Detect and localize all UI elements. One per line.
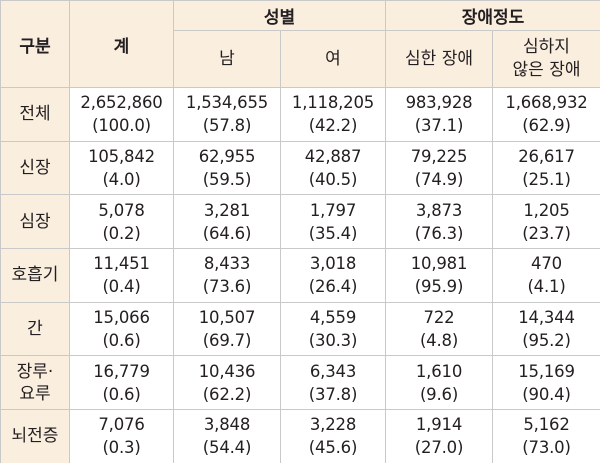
cell-severe: 1,610 (9.6): [385, 355, 493, 411]
row-label: 간: [0, 301, 70, 357]
cell-male: 10,507 (69.7): [173, 301, 281, 357]
table-header: 구분 계 성별 장애정도 남 여 심한 장애 심하지 않은 장애: [0, 0, 600, 88]
header-category: 구분: [0, 0, 70, 88]
cell-total: 7,076 (0.3): [69, 409, 174, 463]
cell-mild: 5,162 (73.0): [492, 409, 600, 463]
cell-mild: 15,169 (90.4): [492, 355, 600, 411]
header-total: 계: [69, 0, 174, 88]
table-row: 전체 2,652,860 (100.0) 1,534,655 (57.8) 1,11…: [0, 87, 600, 142]
header-gender: 성별: [173, 0, 386, 31]
cell-total: 5,078 (0.2): [69, 194, 174, 250]
cell-total: 15,066 (0.6): [69, 301, 174, 357]
cell-total: 16,779 (0.6): [69, 355, 174, 411]
header-mild: 심하지 않은 장애: [492, 30, 600, 88]
cell-severe: 79,225 (74.9): [385, 140, 493, 196]
header-female: 여: [280, 30, 386, 88]
header-severe: 심한 장애: [385, 30, 493, 88]
cell-severe: 983,928 (37.1): [385, 87, 493, 142]
row-label: 뇌전증: [0, 409, 70, 463]
table-row: 신장 105,842 (4.0) 62,955 (59.5) 42,887 (40.5…: [0, 140, 600, 196]
table-row: 호흡기 11,451 (0.4) 8,433 (73.6) 3,018 (26.4) …: [0, 248, 600, 303]
cell-male: 3,848 (54.4): [173, 409, 281, 463]
cell-severe: 722 (4.8): [385, 301, 493, 357]
cell-male: 10,436 (62.2): [173, 355, 281, 411]
cell-female: 6,343 (37.8): [280, 355, 386, 411]
cell-female: 1,118,205 (42.2): [280, 87, 386, 142]
cell-female: 3,228 (45.6): [280, 409, 386, 463]
cell-male: 62,955 (59.5): [173, 140, 281, 196]
cell-total: 105,842 (4.0): [69, 140, 174, 196]
cell-mild: 1,205 (23.7): [492, 194, 600, 250]
header-mild-line1: 심하지: [523, 37, 570, 57]
cell-female: 3,018 (26.4): [280, 248, 386, 303]
table-row: 간 15,066 (0.6) 10,507 (69.7) 4,559 (30.3) 7…: [0, 301, 600, 357]
cell-female: 42,887 (40.5): [280, 140, 386, 196]
cell-female: 1,797 (35.4): [280, 194, 386, 250]
row-label: 전체: [0, 87, 70, 142]
cell-male: 1,534,655 (57.8): [173, 87, 281, 142]
cell-severe: 10,981 (95.9): [385, 248, 493, 303]
cell-total: 11,451 (0.4): [69, 248, 174, 303]
row-label: 신장: [0, 140, 70, 196]
cell-severe: 3,873 (76.3): [385, 194, 493, 250]
header-mild-line2: 않은 장애: [512, 60, 581, 80]
cell-mild: 14,344 (95.2): [492, 301, 600, 357]
cell-male: 3,281 (64.6): [173, 194, 281, 250]
cell-mild: 470 (4.1): [492, 248, 600, 303]
header-severity: 장애정도: [385, 0, 600, 31]
cell-mild: 1,668,932 (62.9): [492, 87, 600, 142]
table-row: 뇌전증 7,076 (0.3) 3,848 (54.4) 3,228 (45.6) 1…: [0, 409, 600, 463]
row-label: 장루· 요루: [0, 355, 70, 411]
row-label: 호흡기: [0, 248, 70, 303]
cell-female: 4,559 (30.3): [280, 301, 386, 357]
cell-severe: 1,914 (27.0): [385, 409, 493, 463]
header-male: 남: [173, 30, 281, 88]
row-label: 심장: [0, 194, 70, 250]
cell-mild: 26,617 (25.1): [492, 140, 600, 196]
table-row: 장루· 요루 16,779 (0.6) 10,436 (62.2) 6,343 (37.…: [0, 355, 600, 411]
table-row: 심장 5,078 (0.2) 3,281 (64.6) 1,797 (35.4) 3,…: [0, 194, 600, 250]
cell-total: 2,652,860 (100.0): [69, 87, 174, 142]
cell-male: 8,433 (73.6): [173, 248, 281, 303]
table-body: 전체 2,652,860 (100.0) 1,534,655 (57.8) 1,11…: [0, 87, 600, 463]
